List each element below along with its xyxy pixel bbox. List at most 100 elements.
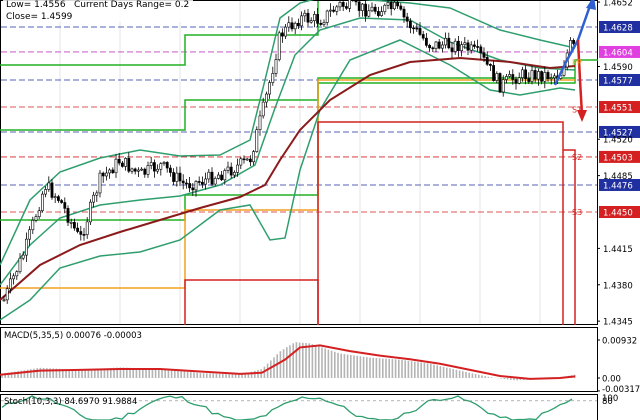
candle-body <box>418 28 422 35</box>
candle-body <box>47 182 51 190</box>
candle-body <box>220 174 224 181</box>
forecast-up-arrowhead <box>586 0 596 10</box>
candle-body <box>469 44 473 51</box>
price-axis: 1.4652 1.4628 1.4604 1.4590 1.4577 1.4551 1.45… <box>597 0 640 328</box>
candle-body <box>360 3 364 11</box>
candle-body <box>21 254 25 259</box>
candle-body <box>284 26 288 37</box>
stoch-panel[interactable]: Stoch(10,3,3) 84.6970 91.9884 <box>0 394 598 420</box>
candle-body <box>472 44 476 47</box>
candle-body <box>175 172 179 182</box>
price-tag <box>599 178 640 191</box>
candle-body <box>98 172 102 194</box>
macd-tick-label: 0.00932 <box>602 337 637 347</box>
candle-body <box>488 64 492 66</box>
candle-body <box>495 73 499 81</box>
candle-body <box>527 78 531 82</box>
candle-body <box>73 222 76 229</box>
candle-body <box>165 162 169 169</box>
candle-body <box>210 171 214 185</box>
candle-body <box>140 168 144 171</box>
candle-body <box>408 20 412 29</box>
candle-body <box>121 162 124 167</box>
forecast-down-arrow <box>576 39 584 116</box>
price-tick-label: 1.4485 <box>603 172 633 182</box>
candle-body <box>383 4 387 12</box>
candle-body <box>396 1 400 7</box>
candle-body <box>392 1 396 10</box>
candle-body <box>524 69 528 79</box>
price-tag-label: 1.4503 <box>603 153 633 163</box>
candle-body <box>258 115 262 130</box>
candle-body <box>434 41 438 49</box>
candle-body <box>18 257 22 273</box>
price-tag <box>599 21 640 33</box>
candle-body <box>60 200 64 203</box>
candle-body <box>530 70 534 82</box>
macd-tick-label: -0.00317 <box>602 385 640 395</box>
candle-body <box>114 158 118 174</box>
pivot-label-pp: PP <box>572 59 582 68</box>
candle-body <box>316 14 320 24</box>
pivot-level <box>0 77 575 221</box>
macd-panel[interactable]: MACD(5,35,5) 0.00076 -0.00003 <box>0 327 598 392</box>
forecast-down-arrowhead <box>577 110 587 122</box>
price-tick-label: 1.4652 <box>603 0 633 9</box>
candle-body <box>440 44 444 49</box>
candle-body <box>245 158 249 161</box>
candle-body <box>367 10 371 17</box>
candle-body <box>130 168 134 172</box>
main-price-panel[interactable]: R1 PP S1 S2 S3 Low= 1.4556 Current Days Rang… <box>0 0 598 325</box>
candle-body <box>293 22 297 30</box>
candle-body <box>322 22 326 25</box>
candle-body <box>517 77 521 84</box>
candle-body <box>44 189 48 195</box>
candle-body <box>332 9 336 12</box>
price-tag <box>599 45 640 58</box>
price-tag-label: 1.4628 <box>603 24 633 34</box>
candle-body <box>242 158 246 161</box>
candle-body <box>239 158 243 166</box>
candle-body <box>149 162 153 166</box>
info-close: Close= 1.4599 <box>6 12 73 22</box>
candle-body <box>463 42 467 45</box>
macd-axis: 0.00932 0.00-0.00317 <box>597 337 640 395</box>
candle-body <box>552 75 556 79</box>
candle-body <box>82 234 86 236</box>
candle-body <box>37 210 41 217</box>
candle-body <box>24 238 28 256</box>
candle-body <box>504 76 508 80</box>
price-tag-label: 1.4527 <box>603 128 633 138</box>
bollinger-line <box>0 39 576 321</box>
candle-body <box>85 221 89 235</box>
candle-body <box>300 15 304 27</box>
candle-body <box>153 162 156 172</box>
candle-body <box>536 71 540 80</box>
macd-label: MACD(5,35,5) 0.00076 -0.00003 <box>4 331 142 341</box>
candle-body <box>412 27 416 30</box>
info-low: Low= 1.4556 <box>6 0 66 10</box>
candle-body <box>431 47 435 50</box>
candle-body <box>40 193 44 211</box>
candle-body <box>364 3 368 17</box>
candle-body <box>456 40 460 51</box>
price-tag <box>599 206 640 218</box>
candle-body <box>373 6 377 12</box>
candle-body <box>108 169 112 174</box>
candle-body <box>444 37 448 46</box>
pivot-label-r1: R1 <box>572 0 583 2</box>
candle-body <box>95 192 99 196</box>
price-tag-label: 1.4577 <box>603 77 633 87</box>
candle-body <box>482 52 486 58</box>
candle-body <box>274 59 278 74</box>
price-tag <box>599 101 640 114</box>
candle-body <box>290 22 294 30</box>
candle-body <box>146 165 150 175</box>
price-tick-label: 1.4380 <box>603 281 633 291</box>
price-tag <box>599 74 640 87</box>
candle-body <box>178 172 182 182</box>
candle-body <box>9 278 12 290</box>
candle-body <box>447 37 451 49</box>
